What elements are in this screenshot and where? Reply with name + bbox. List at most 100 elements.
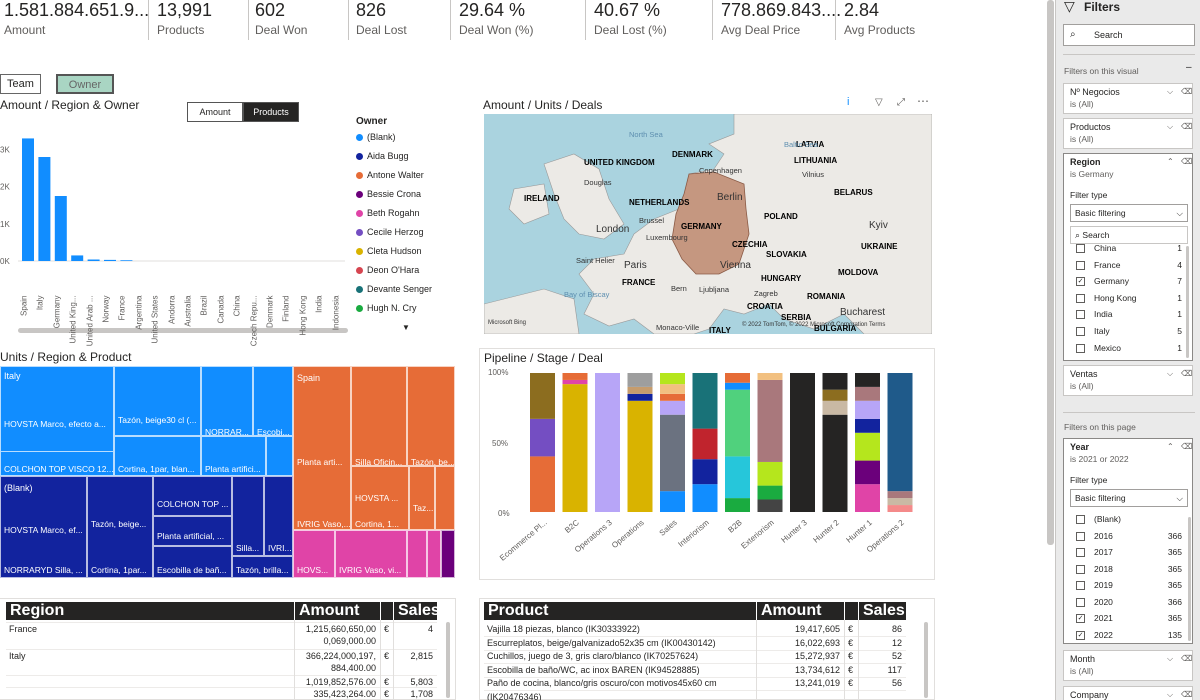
stacked-segment[interactable] [660, 491, 685, 512]
info-icon[interactable]: i [847, 96, 850, 108]
filter-type-dropdown[interactable]: Basic filtering ⌵ [1070, 489, 1188, 507]
filter-checkbox[interactable] [1076, 548, 1085, 557]
stacked-segment[interactable] [627, 400, 653, 512]
stacked-segment[interactable] [855, 460, 880, 485]
legend-item[interactable]: Antone Walter [356, 170, 424, 180]
filter-card-n-negocios[interactable]: Nº Negocios is (All) ⌵ ⌫ [1063, 83, 1193, 114]
treemap-tile[interactable]: IVRIG Vaso, vi... [335, 530, 407, 578]
treemap-tile[interactable]: Tazón, beige30 cl (... [114, 366, 201, 436]
team-toggle-button[interactable]: Team [0, 74, 41, 94]
table-scrollbar[interactable] [924, 622, 928, 698]
bar[interactable] [87, 259, 100, 261]
list-scrollbar[interactable] [1186, 246, 1189, 358]
treemap-tile[interactable]: Silla... [232, 476, 264, 556]
chevron-up-icon[interactable]: ⌃ [1167, 157, 1174, 166]
stacked-segment[interactable] [855, 386, 880, 401]
filter-checkbox[interactable]: ✓ [1076, 277, 1085, 287]
treemap-tile[interactable]: HOVSTA ... Cortina, 1... [351, 466, 409, 530]
eraser-icon[interactable]: ⌫ [1181, 369, 1193, 378]
bar[interactable] [120, 260, 133, 261]
filter-checkbox[interactable] [1076, 597, 1085, 607]
stacked-segment[interactable] [627, 373, 653, 387]
treemap-tile[interactable] [435, 466, 455, 530]
kpi-products[interactable]: 13,991 Products [157, 0, 247, 40]
treemap-tile[interactable]: COLCHON TOP VISCO 12... [0, 451, 114, 476]
legend-item[interactable]: Deon O'Hara [356, 265, 419, 275]
kpi-deal-won-pct[interactable]: 29.64 % Deal Won (%) [459, 0, 579, 40]
legend-item[interactable]: Cecile Herzog [356, 227, 424, 237]
stacked-segment[interactable] [627, 393, 653, 401]
treemap-tile[interactable]: Spain Planta arti... IVRIG Vaso,... [293, 366, 351, 530]
legend-item[interactable]: Devante Senger [356, 284, 432, 294]
more-options-icon[interactable]: ⋯ [917, 94, 929, 108]
chevron-down-icon[interactable]: ⌵ [1167, 654, 1174, 663]
legend-item[interactable]: Beth Rogahn [356, 208, 420, 218]
table-scrollbar[interactable] [446, 622, 450, 698]
eraser-icon[interactable]: ⌫ [1181, 122, 1193, 131]
stacked-segment[interactable] [790, 373, 815, 512]
stacked-segment[interactable] [725, 382, 750, 390]
amount-region-owner-visual[interactable]: Amount / Region & Owner [0, 96, 456, 336]
legend-item[interactable]: Aida Bugg [356, 151, 409, 161]
stacked-segment[interactable] [562, 373, 588, 380]
filter-checkbox[interactable] [1076, 310, 1085, 320]
bar[interactable] [54, 196, 67, 261]
stacked-segment[interactable] [692, 459, 718, 485]
column-header-amount[interactable]: Amount [756, 602, 844, 620]
horizontal-scrollbar[interactable] [18, 328, 348, 333]
treemap-tile[interactable]: Silla Oficin... [351, 366, 407, 466]
kpi-deal-lost-pct[interactable]: 40.67 % Deal Lost (%) [594, 0, 714, 40]
filter-icon[interactable]: ▽ [875, 97, 883, 108]
stacked-segment[interactable] [822, 389, 848, 401]
stacked-segment[interactable] [757, 461, 783, 486]
stacked-segment[interactable] [887, 491, 913, 499]
legend-scroll-down-icon[interactable]: ▼ [402, 323, 410, 332]
treemap-tile[interactable]: Escobi... [253, 366, 293, 436]
bar[interactable] [22, 138, 34, 261]
filter-type-dropdown[interactable]: Basic filtering ⌵ [1070, 204, 1188, 222]
chevron-down-icon[interactable]: ⌵ [1167, 87, 1174, 96]
treemap-tile[interactable]: NORRAR... [201, 366, 253, 436]
stacked-segment[interactable] [855, 432, 880, 461]
filter-card-ventas[interactable]: Ventas is (All) ⌵ ⌫ [1063, 365, 1193, 396]
stacked-segment[interactable] [725, 456, 750, 499]
treemap-tile[interactable] [427, 530, 441, 578]
stacked-segment[interactable] [692, 484, 718, 512]
treemap-tile[interactable] [407, 530, 427, 578]
filter-checkbox[interactable] [1076, 293, 1085, 303]
treemap-tile[interactable]: Escobilla de bañ... [153, 546, 232, 578]
treemap-tile[interactable]: Planta artificial, ... [153, 516, 232, 546]
column-header-amount[interactable]: Amount [294, 602, 380, 620]
eraser-icon[interactable]: ⌫ [1181, 157, 1193, 166]
treemap-area[interactable]: Italy HOVSTA Marco, efecto a... Tazón, be… [0, 366, 455, 578]
stacked-segment[interactable] [855, 418, 880, 433]
stacked-segment[interactable] [887, 373, 913, 492]
kpi-deal-lost[interactable]: 826 Deal Lost [356, 0, 446, 40]
filter-checkbox[interactable] [1076, 564, 1085, 574]
filters-search-input[interactable]: ⌕ Search [1063, 24, 1195, 46]
stacked-segment[interactable] [530, 418, 555, 457]
map-area[interactable]: North Sea UNITED KINGDOM Douglas DENMARK Cop… [484, 114, 932, 334]
treemap-tile[interactable]: COLCHON TOP ... [153, 476, 232, 516]
treemap-tile[interactable]: Planta artifici... [201, 436, 266, 476]
filter-checkbox[interactable] [1076, 343, 1085, 353]
legend-item[interactable]: Bessie Crona [356, 189, 421, 199]
stacked-segment[interactable] [660, 393, 685, 401]
stacked-segment[interactable] [855, 484, 880, 512]
kpi-deal-won[interactable]: 602 Deal Won [255, 0, 345, 40]
bar[interactable] [38, 157, 51, 261]
stacked-segment[interactable] [757, 373, 783, 380]
filter-card-region[interactable]: Region is Germany ⌃ ⌫ Filter type Basic … [1063, 153, 1193, 361]
filter-checkbox[interactable] [1076, 327, 1085, 336]
stacked-segment[interactable] [855, 373, 880, 387]
stacked-segment[interactable] [530, 373, 555, 419]
kpi-avg-products[interactable]: 2.84 Avg Products [844, 0, 944, 40]
stacked-segment[interactable] [660, 414, 685, 492]
treemap-tile[interactable]: Taz... [409, 466, 435, 530]
eraser-icon[interactable]: ⌫ [1181, 442, 1193, 451]
filter-card-productos[interactable]: Productos is (All) ⌵ ⌫ [1063, 118, 1193, 149]
kpi-avg-deal-price[interactable]: 778.869.843.... Avg Deal Price [721, 0, 841, 40]
filter-checkbox[interactable] [1076, 260, 1085, 270]
owner-toggle-button[interactable]: Owner [56, 74, 114, 94]
treemap-tile[interactable]: IVRI... [264, 476, 293, 556]
